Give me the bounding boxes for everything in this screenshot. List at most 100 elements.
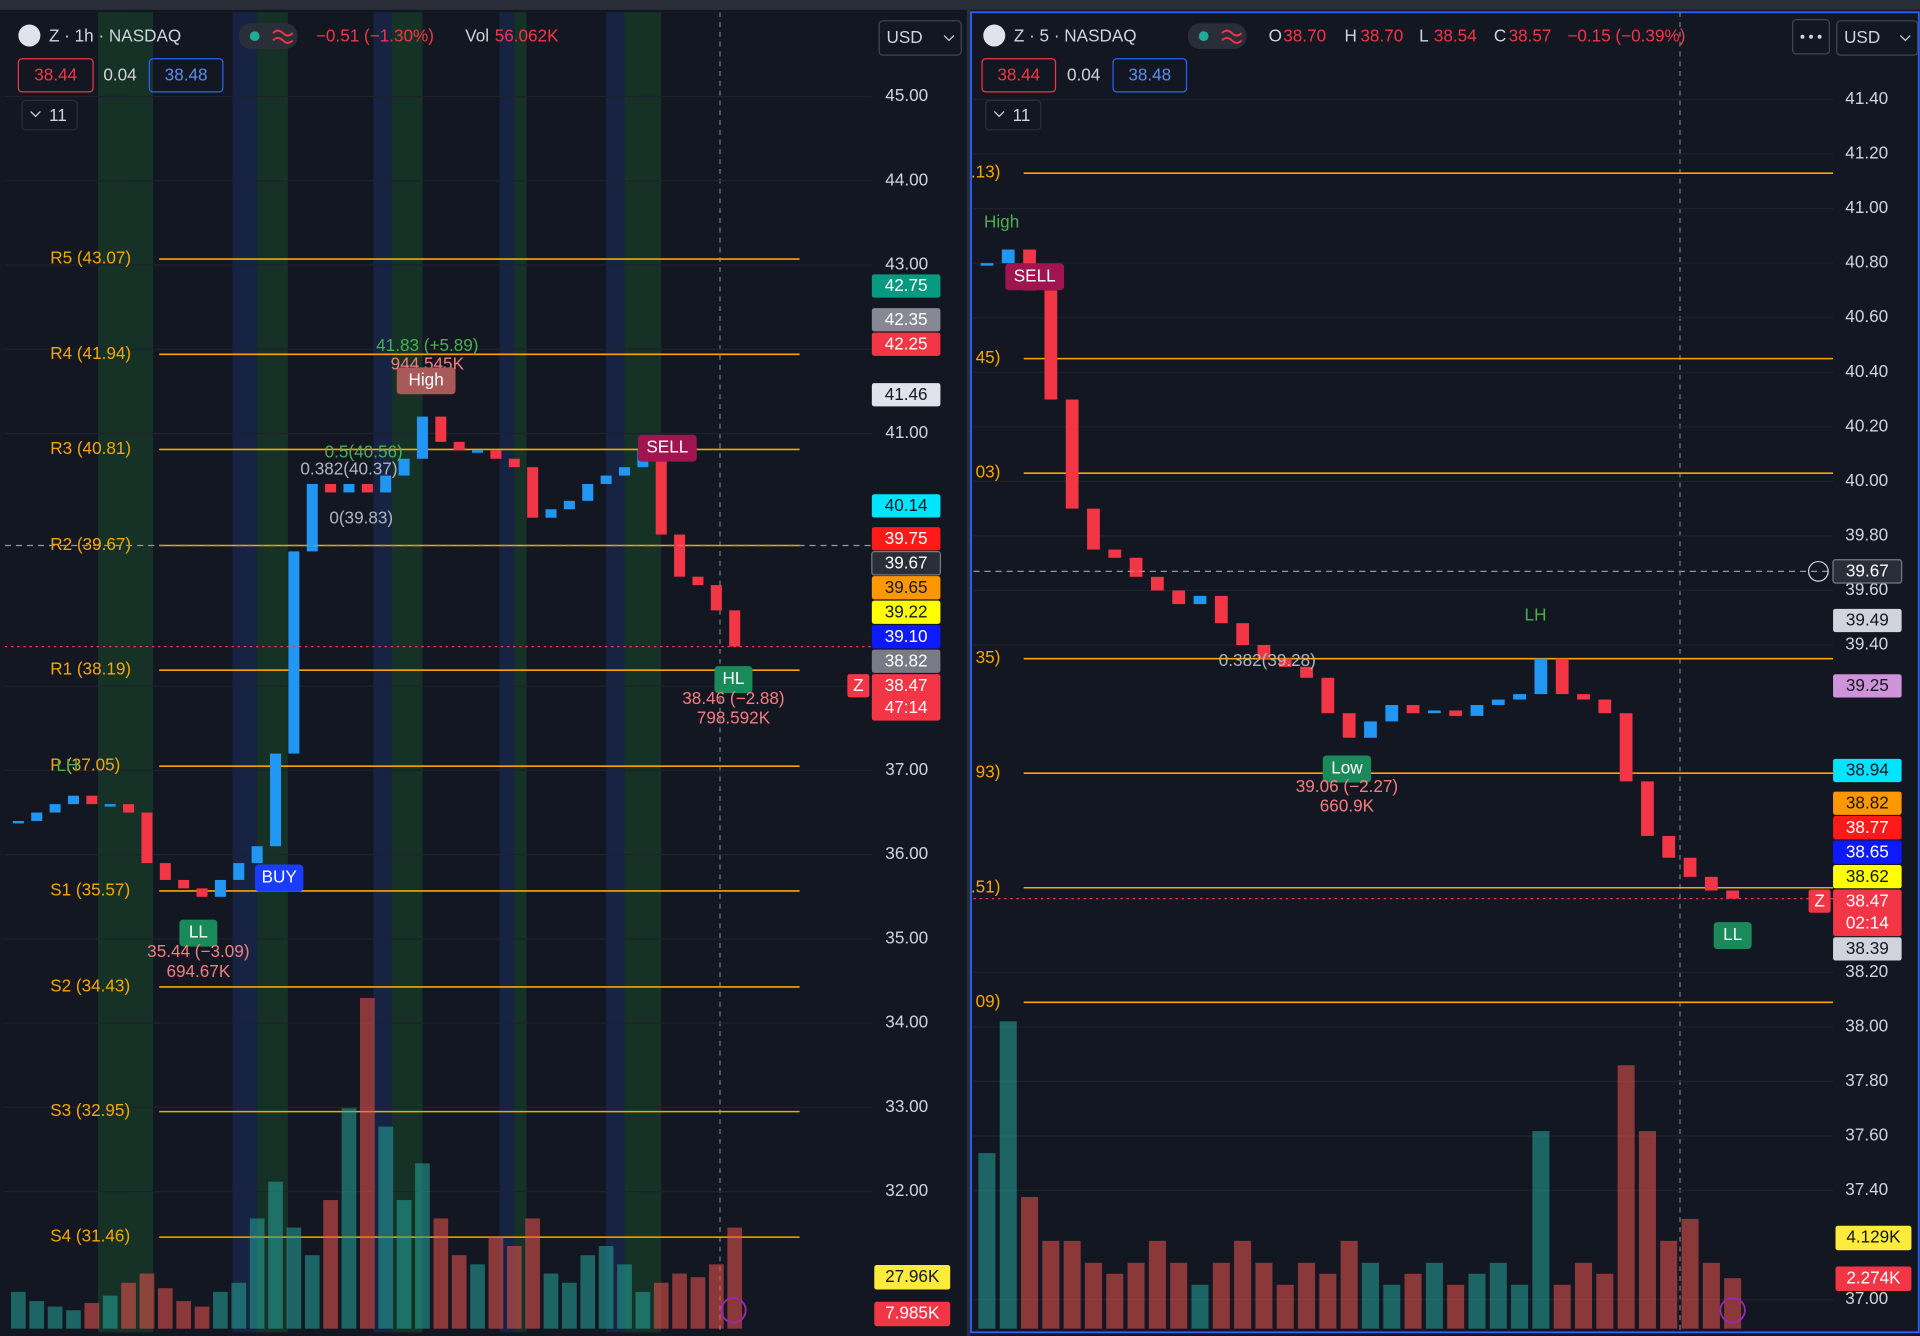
candle <box>343 484 355 493</box>
candle <box>288 551 300 754</box>
pivot-label: 03) <box>976 462 1001 482</box>
candle <box>472 450 484 453</box>
volume-bar <box>139 1273 155 1329</box>
session-band <box>97 12 154 1333</box>
price-tag-label: 38.47 <box>885 675 928 695</box>
annotation-box <box>396 367 456 395</box>
volume-bar <box>194 1306 210 1329</box>
candle <box>49 804 61 813</box>
price-tag <box>871 649 941 673</box>
candle <box>104 804 116 807</box>
candle <box>1321 677 1335 714</box>
session-band <box>606 12 625 1333</box>
y-tick-label: 39.40 <box>1845 634 1888 654</box>
volume-bar <box>213 1291 228 1329</box>
annotation-label: 798.592K <box>697 707 771 727</box>
pivot-label: S4 (31.46) <box>50 1226 130 1246</box>
volume-tag <box>874 1301 951 1327</box>
currency: USD <box>1844 27 1880 47</box>
volume-bar <box>102 1295 118 1329</box>
currency-select[interactable] <box>1836 20 1919 56</box>
pivot-label: .51) <box>971 876 1001 896</box>
volume-bar <box>672 1273 687 1329</box>
price-tag <box>1833 937 1902 961</box>
indicator-toggle[interactable] <box>985 99 1042 131</box>
volume-bar <box>396 1200 412 1329</box>
price-tag <box>1833 791 1902 815</box>
volume-bar <box>433 1218 449 1329</box>
price-tag-label: 38.39 <box>1846 938 1889 958</box>
indicator-count: 11 <box>49 105 67 125</box>
alert-button[interactable] <box>1719 1297 1746 1324</box>
candle <box>1406 705 1420 714</box>
volume-bar <box>580 1255 596 1329</box>
candle <box>1641 781 1654 836</box>
pivot-label: 45) <box>976 347 1001 367</box>
candle <box>361 484 373 493</box>
price-tag <box>871 674 941 721</box>
price-tag <box>1833 608 1902 633</box>
currency: USD <box>887 27 923 47</box>
volume-bar <box>360 998 375 1329</box>
volume-bar <box>1170 1262 1188 1329</box>
ask-box[interactable] <box>1112 58 1188 93</box>
candle <box>1172 590 1186 605</box>
bid-box[interactable] <box>17 58 94 93</box>
y-tick-label: 41.40 <box>1845 88 1888 108</box>
status-pill[interactable] <box>1187 23 1247 49</box>
candle <box>1150 576 1164 591</box>
pivot-label: R4 (41.94) <box>50 343 131 363</box>
candle <box>1364 721 1377 738</box>
volume-bar <box>1234 1240 1252 1329</box>
price-tag-label: 42.75 <box>885 275 928 295</box>
candle <box>527 467 539 518</box>
y-tick-label: 41.00 <box>885 422 928 442</box>
annotation-label: Low <box>1331 758 1363 778</box>
annotation-label: SELL <box>646 437 688 457</box>
volume-bar <box>451 1255 467 1329</box>
status-pill[interactable] <box>238 23 298 49</box>
annotation-box <box>255 864 304 892</box>
annotation-label: LL <box>189 922 208 942</box>
y-tick-label: 37.00 <box>885 759 928 779</box>
volume-bar <box>249 1218 265 1329</box>
volume-tag <box>1835 1225 1912 1251</box>
candle <box>1598 699 1612 714</box>
volume-tag-label: 4.129K <box>1846 1227 1901 1247</box>
indicator-toggle[interactable] <box>21 99 78 131</box>
volume-bar <box>506 1245 522 1329</box>
symbol-tag-label: Z <box>853 675 863 695</box>
add-alert[interactable] <box>1807 560 1829 582</box>
y-tick-label: 40.60 <box>1845 306 1888 326</box>
volume-bar <box>1468 1273 1486 1329</box>
dot <box>1809 34 1813 39</box>
volume-bar <box>286 1227 302 1329</box>
volume-value: 56.062K <box>495 25 559 45</box>
ask-box[interactable] <box>148 58 224 93</box>
y-tick-label: 37.00 <box>1845 1288 1888 1308</box>
volume-bar <box>1724 1278 1742 1329</box>
price-tag-label: 38.82 <box>885 650 928 670</box>
volume-bar <box>1319 1273 1337 1329</box>
alert-button[interactable] <box>720 1297 747 1324</box>
candle <box>12 820 24 824</box>
pivot-label: R3 (40.81) <box>50 438 131 458</box>
candle <box>416 416 428 459</box>
y-tick-label: 34.00 <box>885 1012 928 1032</box>
candle <box>435 416 447 442</box>
ohlc-value: 38.54 <box>1434 25 1477 45</box>
currency-select[interactable] <box>878 20 962 56</box>
volume-bar <box>562 1282 577 1329</box>
volume-bar <box>1276 1284 1294 1329</box>
ask-price: 38.48 <box>165 64 208 84</box>
candle <box>563 500 575 510</box>
bid-box[interactable] <box>981 58 1057 93</box>
volume-bar <box>1681 1218 1699 1329</box>
candle <box>1513 694 1526 700</box>
volume-tag <box>1835 1266 1912 1291</box>
volume-bar <box>1106 1273 1124 1329</box>
ohlc-key: L <box>1419 25 1429 45</box>
candle <box>1683 857 1697 877</box>
candle <box>123 804 135 813</box>
